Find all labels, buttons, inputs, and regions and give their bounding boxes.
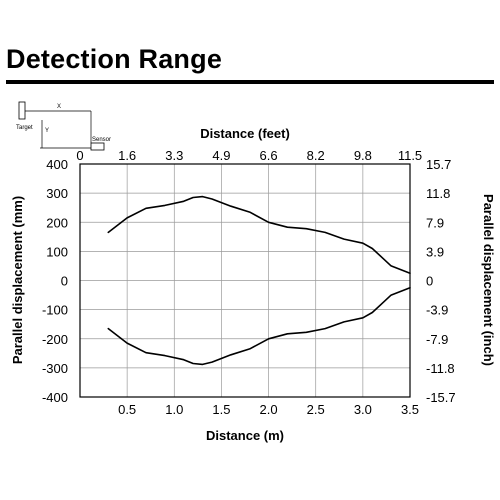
y2-tick-label: -11.8 [426, 361, 455, 376]
x2-tick-label: 6.6 [260, 148, 278, 163]
x2-axis-title: Distance (feet) [200, 126, 290, 141]
x-tick-label: 1.0 [165, 402, 183, 417]
y2-tick-label: 11.8 [426, 186, 450, 201]
y2-tick-label: -3.9 [426, 303, 448, 318]
setup-diagram: Target X Y Sensor [16, 101, 111, 151]
sensor-label: Sensor [92, 137, 111, 143]
target-block [18, 101, 26, 120]
y-tick-label: 300 [46, 186, 68, 201]
target-label: Target [16, 125, 33, 131]
y2-tick-label: 7.9 [426, 215, 444, 230]
y2-tick-label: -7.9 [426, 332, 448, 347]
y-axis-title: Parallel displacement (mm) [10, 196, 25, 364]
x2-tick-label: 9.8 [354, 148, 372, 163]
y2-tick-label: -15.7 [426, 390, 456, 405]
x2-tick-label: 0 [76, 148, 83, 163]
y-tick-label: -200 [42, 332, 68, 347]
x2-tick-label: 11.5 [398, 148, 422, 163]
page-title: Detection Range [6, 44, 223, 74]
x2-tick-label: 8.2 [307, 148, 325, 163]
y-tick-label: -100 [42, 303, 68, 318]
y-tick-label: 0 [61, 274, 68, 289]
y2-tick-label: 15.7 [426, 157, 451, 172]
lower-range-curve [107, 286, 411, 366]
y2-tick-label: 0 [426, 274, 433, 289]
y2-tick-label: 3.9 [426, 244, 444, 259]
y2-axis-title: Parallel displacement (inch) [481, 194, 496, 366]
title-underline [6, 80, 494, 84]
x-tick-label: 2.5 [307, 402, 325, 417]
y-dimension-label: Y [45, 128, 49, 134]
x2-tick-label: 4.9 [212, 148, 230, 163]
y-tick-label: -400 [42, 390, 68, 405]
x-tick-label: 1.5 [212, 402, 230, 417]
x-axis-title: Distance (m) [206, 428, 284, 443]
x-dimension-label: X [57, 104, 61, 110]
x-tick-label: 3.5 [401, 402, 419, 417]
y-tick-label: 100 [46, 244, 68, 259]
y-tick-label: -300 [42, 361, 68, 376]
sensor-block [90, 142, 105, 151]
x-tick-label: 3.0 [354, 402, 372, 417]
y-tick-label: 200 [46, 215, 68, 230]
upper-range-curve [107, 195, 411, 275]
y-tick-label: 400 [46, 157, 68, 172]
x-tick-label: 2.0 [260, 402, 278, 417]
plot-frame [79, 163, 411, 398]
x-tick-label: 0.5 [118, 402, 136, 417]
x2-tick-label: 1.6 [118, 148, 136, 163]
x2-tick-label: 3.3 [165, 148, 183, 163]
